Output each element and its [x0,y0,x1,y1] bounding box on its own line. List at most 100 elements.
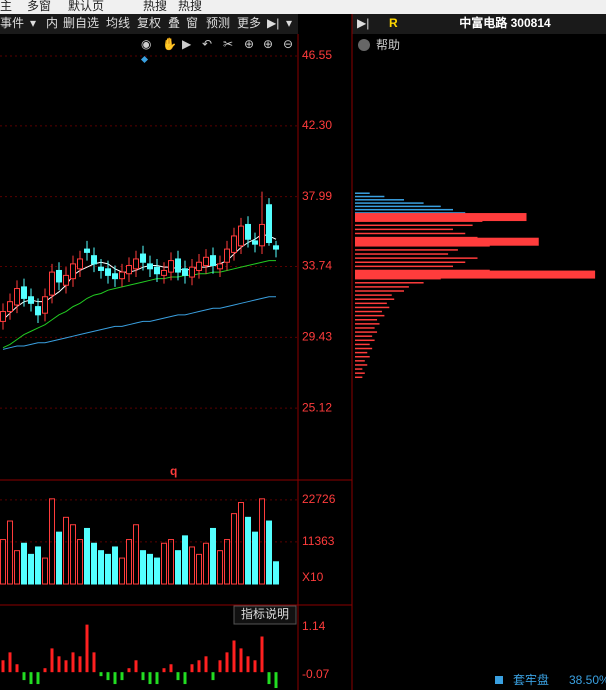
menu-item[interactable]: 主 [0,0,12,13]
candle-body [168,260,174,273]
candle-body [203,256,209,267]
indicator-bar [8,652,12,673]
help-icon[interactable] [358,39,370,51]
y-tick-label: 25.12 [302,400,332,414]
candle-body [217,263,223,270]
candle-body [91,255,97,265]
tool-icon[interactable]: ✋ [162,37,177,51]
chip-bar [355,213,527,222]
candle-body [70,263,76,280]
volume-bar [224,539,230,585]
candle-body [252,240,258,245]
chip-bar [355,277,441,280]
chip-bar [355,298,395,300]
volume-bar [245,516,251,585]
indicator-bar [197,660,201,673]
toolbar-button[interactable]: 删自选 [63,16,99,30]
tool-icon[interactable]: ✂ [223,37,233,51]
chip-bar [355,261,466,263]
toolbar-button[interactable]: 叠 [168,16,180,30]
menu-item[interactable]: 默认页 [68,0,104,13]
chip-bar [355,192,370,194]
volume-bar [189,546,195,585]
chip-bar [355,294,392,296]
chip-bar [355,319,378,321]
chip-bar [355,232,466,235]
toolbar-button[interactable]: 复权 [137,16,161,30]
moving-average [2,233,277,321]
chip-bar [355,314,385,317]
indicator-bar [85,624,89,673]
indicator-button-label[interactable]: 指标说明 [241,606,289,621]
chip-bar [355,245,490,247]
chip-bar [355,335,373,337]
y-tick-label: 46.55 [302,48,332,62]
tool-icon[interactable]: ▶ [182,37,192,51]
toolbar-button[interactable]: 更多 [237,16,261,30]
indicator-button[interactable] [233,605,297,625]
toolbar-button[interactable]: 窗 [186,16,198,30]
volume-bar [56,531,62,585]
tool-icon[interactable]: ◉ [141,37,151,51]
chip-bar [355,265,453,268]
chip-bar [355,236,478,239]
indicator-bar [211,672,215,681]
side-toggle-icon[interactable]: ▶| [357,16,369,30]
indicator-bar [141,672,145,681]
menu-item[interactable]: 热搜 [178,0,202,13]
quote-flag: R [389,16,398,30]
expand-icon[interactable]: ▶| [267,16,279,30]
candle-body [266,204,272,244]
candle-body [210,255,216,267]
tool-icon[interactable]: ⊖ [283,37,293,51]
toolbar-button[interactable]: 内 [46,16,58,30]
volume-bar [28,553,34,585]
volume-bar [112,546,118,585]
menu-item[interactable]: 热搜 [143,0,167,13]
volume-bar [98,550,104,585]
tool-icon[interactable]: ⊕ [244,37,254,51]
tool-icon[interactable]: ↶ [202,37,212,51]
tool-icon[interactable]: ⊕ [263,37,273,51]
menu-item[interactable]: 多窗 [27,0,51,13]
toolbar-button[interactable]: 预测 [206,16,230,30]
candle-body [49,271,55,296]
indicator-bar [274,672,278,689]
chip-bar [355,339,375,342]
indicator-bar [155,672,159,685]
volume-bar [105,553,111,585]
candle-body [98,266,104,271]
volume-bar [203,542,209,585]
y-tick-label: 1.14 [302,619,326,633]
help-label[interactable]: 帮助 [376,38,400,52]
chip-bar [355,257,478,259]
volume-bar [210,527,216,585]
volume-bar [259,498,265,585]
volume-bar [168,539,174,585]
dropdown-icon[interactable]: ▾ [30,16,36,30]
candle-body [0,311,6,322]
indicator-bar [50,648,54,673]
candle-body [189,266,195,278]
candle-body [63,274,69,286]
volume-bar [42,557,48,585]
candle-body [56,269,62,283]
volume-bar [266,520,272,585]
toolbar-button[interactable]: 均线 [106,16,130,30]
volume-bar [119,557,125,585]
candle-body [28,296,34,304]
indicator-bar [162,668,166,673]
volume-bar [238,502,244,585]
toolbar-button[interactable]: 事件 [0,16,24,30]
chip-bar [355,310,382,313]
indicator-bar [113,672,117,685]
volume-bar [161,542,167,585]
dropdown-icon[interactable]: ▾ [286,16,292,30]
indicator-bar [190,664,194,673]
volume-bar [147,553,153,585]
volume-bar [70,524,76,585]
volume-bar [91,542,97,585]
stock-name: 中富电路 300814 [459,15,551,30]
indicator-bar [57,656,61,673]
